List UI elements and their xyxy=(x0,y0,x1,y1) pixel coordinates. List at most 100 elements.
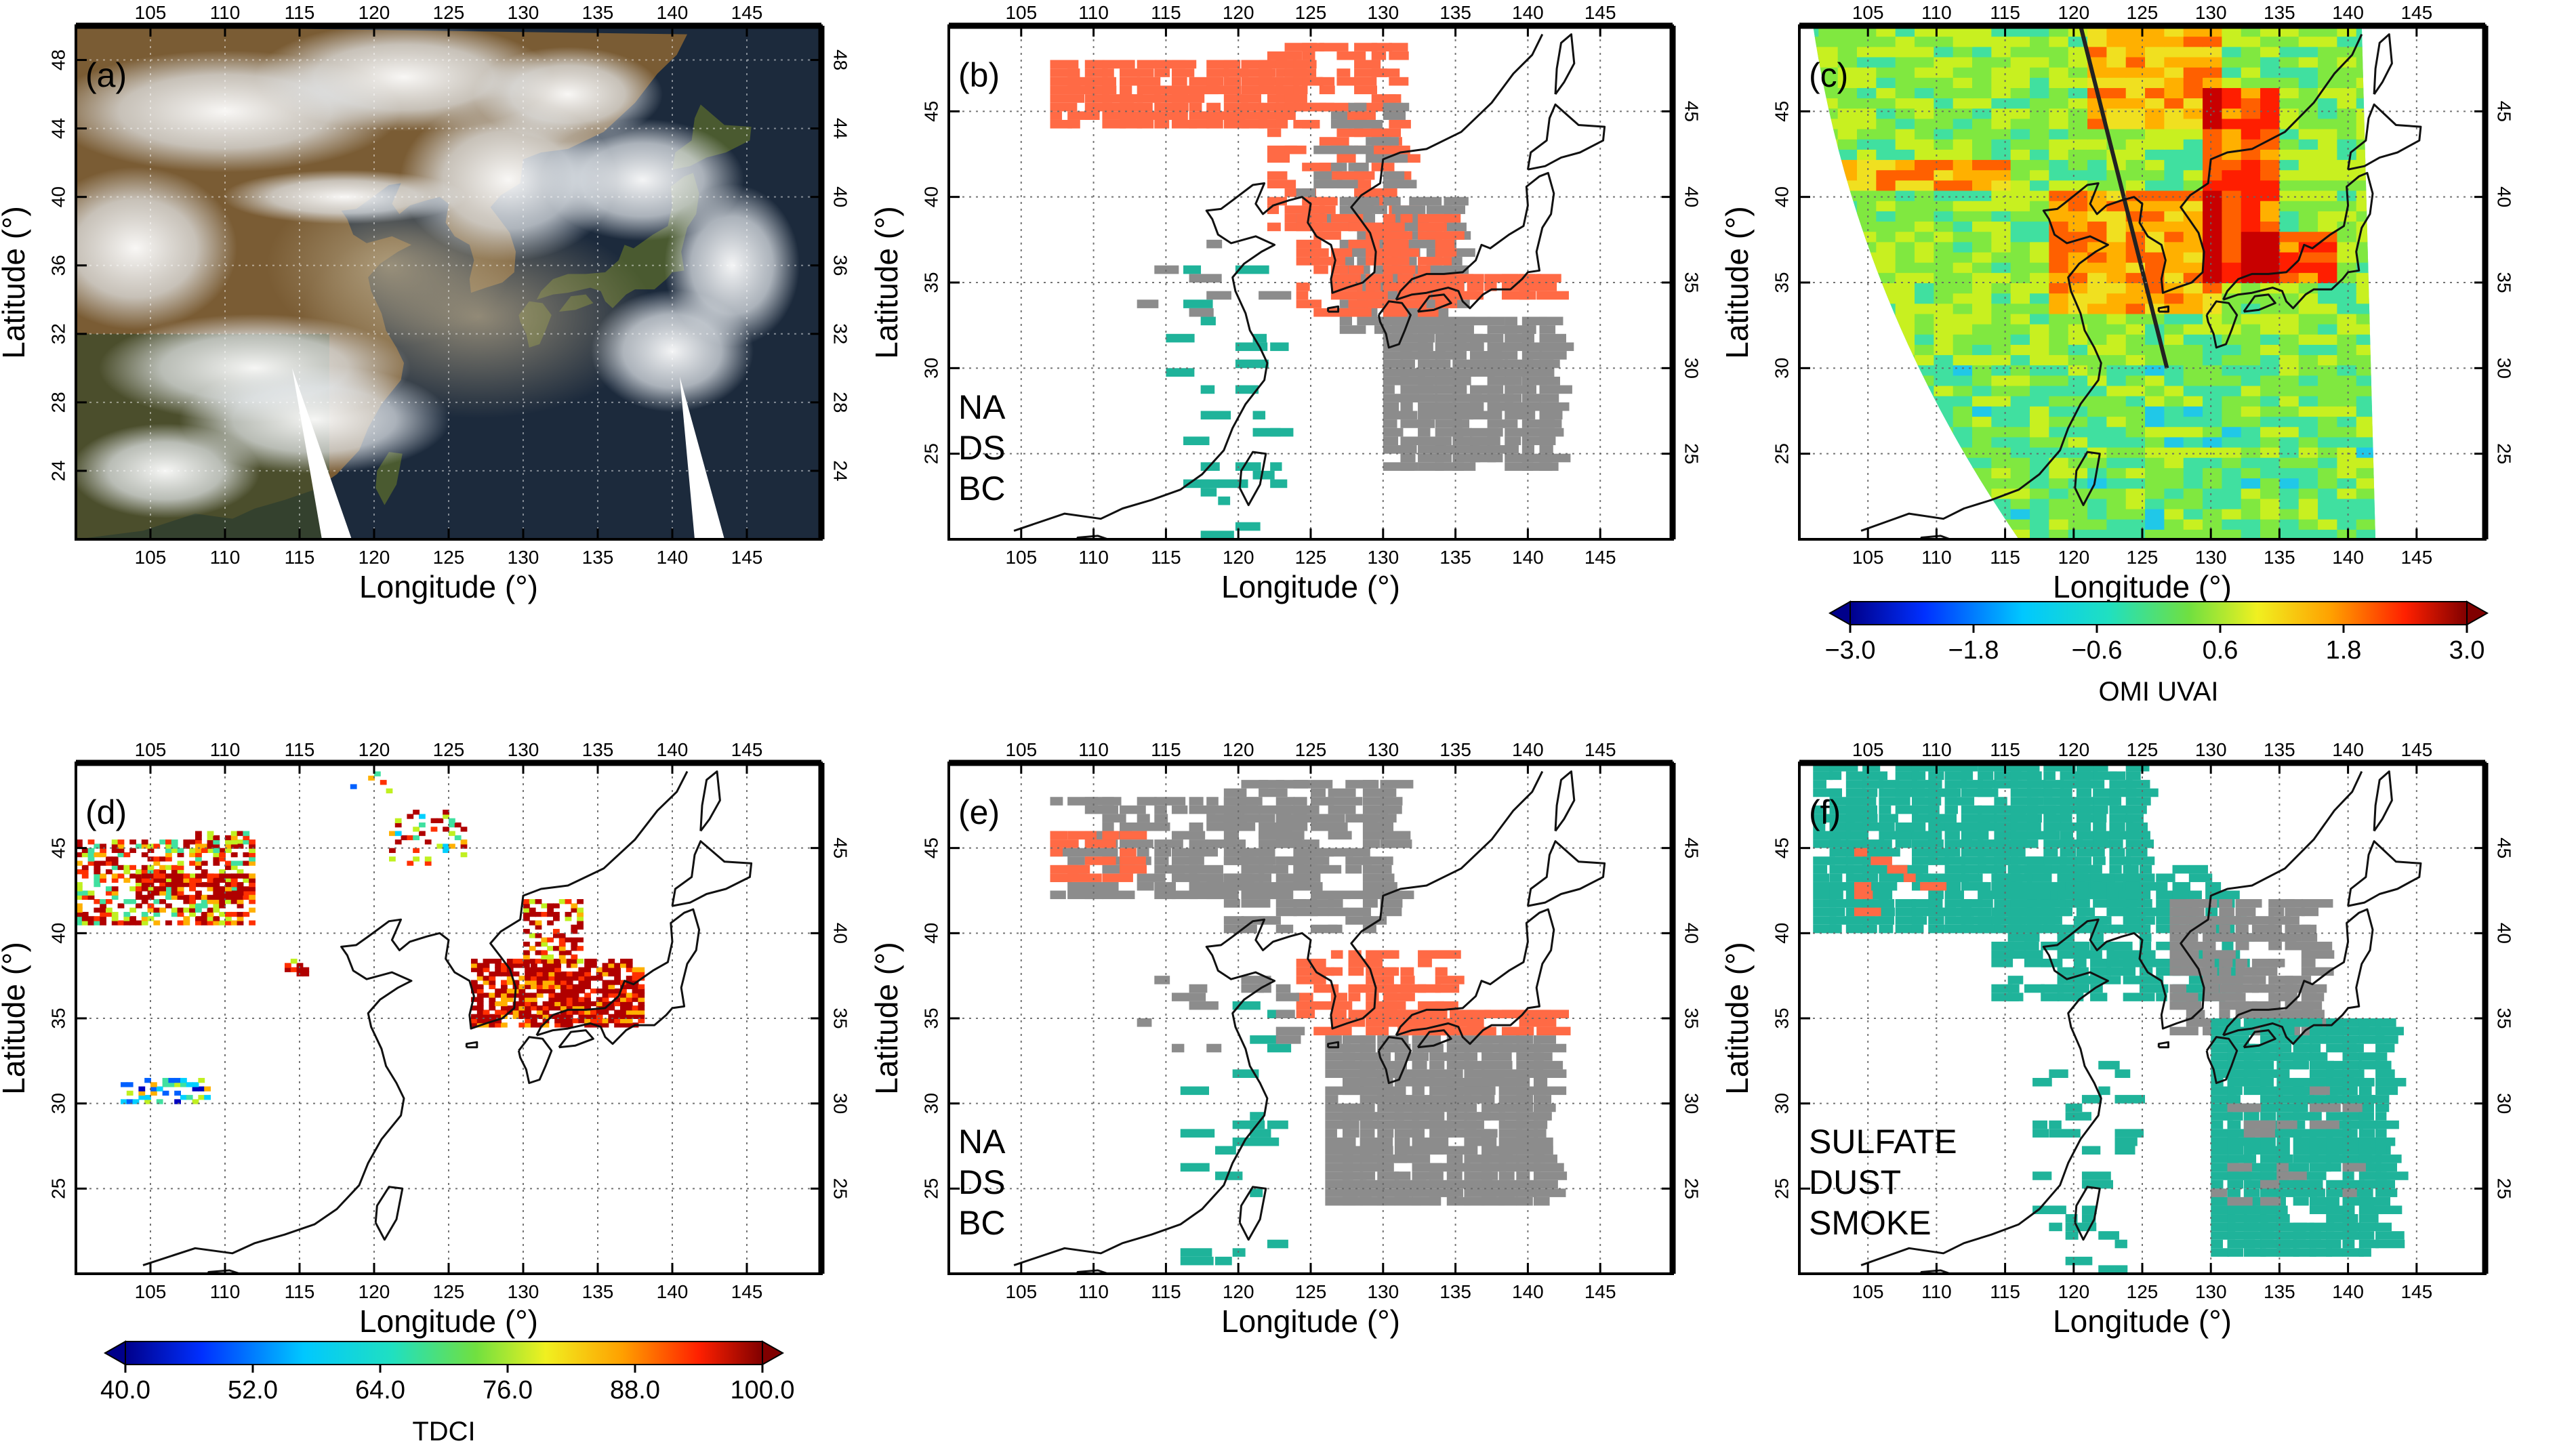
lon-tick-label-bottom: 115 xyxy=(1990,547,2020,568)
lon-tick-label-bottom: 110 xyxy=(1921,1281,1952,1302)
lon-tick-label-bottom: 110 xyxy=(210,1281,241,1302)
lon-tick-label-top: 130 xyxy=(2195,2,2227,23)
lon-tick-label-top: 120 xyxy=(1223,2,1254,23)
lat-tick-label-right: 40 xyxy=(1681,186,1702,207)
lon-tick-label-bottom: 120 xyxy=(1223,547,1254,568)
panel-f: 105 105 110 110 115 115 120 120 125 125 130 130 135 1… xyxy=(1719,739,2515,1339)
lat-tick-label-right: 30 xyxy=(2494,358,2515,379)
lon-tick-label-top: 130 xyxy=(508,739,539,760)
panel-a: 105 105 110 110 115 115 120 120 125 125 130 130 135 1… xyxy=(0,2,851,604)
swath-gap xyxy=(292,368,352,539)
lon-tick-label-bottom: 120 xyxy=(359,547,390,568)
lon-tick-label-top: 145 xyxy=(2400,2,2432,23)
lat-tick-label-right: 35 xyxy=(1681,1007,1702,1028)
panel-f-ticks: 105 105 110 110 115 115 120 120 125 125 130 130 135 1… xyxy=(1771,739,2514,1302)
lon-tick-label-top: 105 xyxy=(1852,739,1884,760)
panel-a-plot-area xyxy=(76,26,821,539)
lat-tick-label-left: 30 xyxy=(920,358,941,379)
lon-tick-label-bottom: 140 xyxy=(1512,547,1544,568)
lat-tick-label-left: 40 xyxy=(920,923,941,944)
panel-tag-b: (b) xyxy=(958,56,1000,94)
lon-tick-label-top: 105 xyxy=(135,739,167,760)
lat-tick-label-right: 44 xyxy=(830,118,851,139)
lon-tick-label-bottom: 120 xyxy=(2058,1281,2089,1302)
lon-tick-label-bottom: 135 xyxy=(2264,1281,2295,1302)
panel-tag-a: (a) xyxy=(85,56,127,94)
lon-tick-label-bottom: 125 xyxy=(433,547,465,568)
lon-tick-label-top: 120 xyxy=(359,739,390,760)
panel-tag-c: (c) xyxy=(1809,56,1848,94)
lon-tick-label-top: 140 xyxy=(657,739,689,760)
lat-tick-label-right: 40 xyxy=(830,186,851,207)
colorbar-tick-label: −1.8 xyxy=(1948,636,1999,665)
lat-tick-label-right: 25 xyxy=(1681,1178,1702,1199)
panel-f-coastlines xyxy=(1860,770,2422,1274)
lat-tick-label-left: 45 xyxy=(1771,837,1792,858)
legend-label-smoke: SMOKE xyxy=(1809,1204,1931,1242)
lat-tick-label-left: 25 xyxy=(920,443,941,464)
panel-c-plot-area xyxy=(1799,26,2485,539)
lon-tick-label-bottom: 140 xyxy=(2332,1281,2364,1302)
lon-tick-label-bottom: 125 xyxy=(2127,547,2159,568)
lat-tick-label-right: 45 xyxy=(830,837,851,858)
lat-tick-label-left: 35 xyxy=(920,272,941,293)
lat-tick-label-left: 30 xyxy=(1771,358,1792,379)
lon-tick-label-top: 145 xyxy=(731,2,763,23)
lon-tick-label-bottom: 110 xyxy=(1078,547,1109,568)
colorbar-tick-label: 0.6 xyxy=(2203,636,2239,665)
legend-label-sulfate: SULFATE xyxy=(1809,1123,1957,1161)
lon-tick-label-bottom: 110 xyxy=(210,547,241,568)
lat-tick-label-left: 45 xyxy=(47,837,68,858)
lat-tick-label-left: 32 xyxy=(47,323,68,344)
lon-tick-label-top: 140 xyxy=(1512,739,1544,760)
lon-tick-label-top: 105 xyxy=(1005,739,1037,760)
panel-b-coastlines xyxy=(1013,33,1606,539)
lat-tick-label-left: 48 xyxy=(47,49,68,70)
lon-tick-label-top: 115 xyxy=(1990,739,2020,760)
lon-tick-label-bottom: 120 xyxy=(1223,1281,1254,1302)
lat-tick-label-left: 35 xyxy=(47,1007,68,1028)
colorbar-tick-label: 64.0 xyxy=(355,1376,405,1405)
lon-tick-label-bottom: 140 xyxy=(657,1281,689,1302)
lat-tick-label-right: 35 xyxy=(2494,272,2515,293)
lon-tick-label-top: 120 xyxy=(2058,2,2089,23)
lat-tick-label-left: 40 xyxy=(1771,923,1792,944)
colorbar-over-arrow xyxy=(2466,600,2489,626)
lon-tick-label-bottom: 145 xyxy=(731,547,763,568)
panel-e: 105 105 110 110 115 115 120 120 125 125 130 130 135 1… xyxy=(869,739,1702,1339)
lon-tick-label-top: 105 xyxy=(135,2,167,23)
lon-tick-label-bottom: 105 xyxy=(1852,1281,1884,1302)
colorbar-tick-label: 76.0 xyxy=(483,1376,533,1405)
y-axis-title: Latitude (°) xyxy=(0,942,31,1095)
lon-tick-label-top: 145 xyxy=(2400,739,2432,760)
lon-tick-label-bottom: 105 xyxy=(135,547,167,568)
lon-tick-label-bottom: 120 xyxy=(359,1281,390,1302)
colorbar-tick-label: 3.0 xyxy=(2449,636,2485,665)
lon-tick-label-bottom: 115 xyxy=(285,547,315,568)
lon-tick-label-bottom: 140 xyxy=(1512,1281,1544,1302)
lon-tick-label-top: 115 xyxy=(1151,2,1181,23)
panel-c-gridlines xyxy=(1799,26,2485,539)
lon-tick-label-bottom: 125 xyxy=(2127,1281,2159,1302)
lat-tick-label-left: 40 xyxy=(920,186,941,207)
lon-tick-label-top: 135 xyxy=(2264,2,2295,23)
calipso-track xyxy=(2079,26,2169,369)
colorbar-under-arrow xyxy=(103,1340,126,1366)
lat-tick-label-left: 45 xyxy=(920,101,941,122)
lon-tick-label-bottom: 130 xyxy=(508,547,539,568)
lat-tick-label-right: 32 xyxy=(830,323,851,344)
colorbar-tick-label: 1.8 xyxy=(2326,636,2362,665)
lon-tick-label-bottom: 135 xyxy=(2264,547,2295,568)
lat-tick-label-left: 36 xyxy=(47,255,68,276)
lat-tick-label-left: 35 xyxy=(920,1007,941,1028)
lat-tick-label-left: 25 xyxy=(1771,1178,1792,1199)
lon-tick-label-top: 105 xyxy=(1852,2,1884,23)
colorbar-under-arrow xyxy=(1828,600,1851,626)
lon-tick-label-top: 120 xyxy=(1223,739,1254,760)
panel-d-ticks: 105 105 110 110 115 115 120 120 125 125 130 130 135 1… xyxy=(47,739,851,1302)
lon-tick-label-bottom: 105 xyxy=(1005,1281,1037,1302)
lon-tick-label-bottom: 140 xyxy=(2332,547,2364,568)
lat-tick-label-right: 25 xyxy=(1681,443,1702,464)
